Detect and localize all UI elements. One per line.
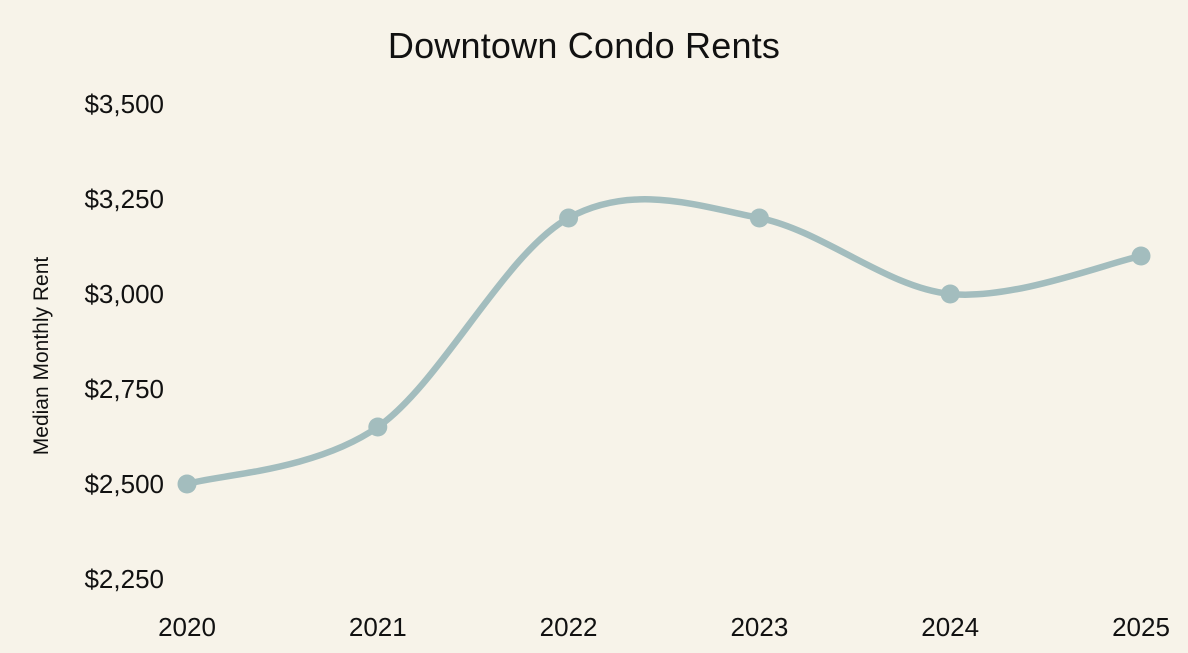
data-point-marker	[1131, 246, 1151, 266]
y-tick-label: $3,000	[84, 279, 164, 309]
y-tick-label: $2,250	[84, 564, 164, 594]
x-tick-label: 2025	[1112, 612, 1170, 642]
y-tick-label: $3,500	[84, 89, 164, 119]
y-tick-label: $2,750	[84, 374, 164, 404]
data-point-marker	[749, 208, 769, 228]
x-tick-label: 2021	[348, 612, 407, 642]
x-tick-label: 2024	[921, 612, 980, 642]
data-point-marker	[940, 284, 960, 304]
y-tick-label: $2,500	[84, 469, 164, 499]
rent-series-line	[183, 196, 1145, 488]
x-tick-label: 2022	[539, 612, 598, 642]
data-point-marker	[368, 417, 388, 437]
chart-title: Downtown Condo Rents	[387, 25, 781, 66]
data-point-marker	[559, 208, 579, 228]
x-tick-label: 2020	[158, 612, 216, 642]
y-tick-label: $3,250	[84, 184, 164, 214]
x-tick-label: 2023	[730, 612, 789, 642]
data-point-marker	[177, 474, 197, 494]
